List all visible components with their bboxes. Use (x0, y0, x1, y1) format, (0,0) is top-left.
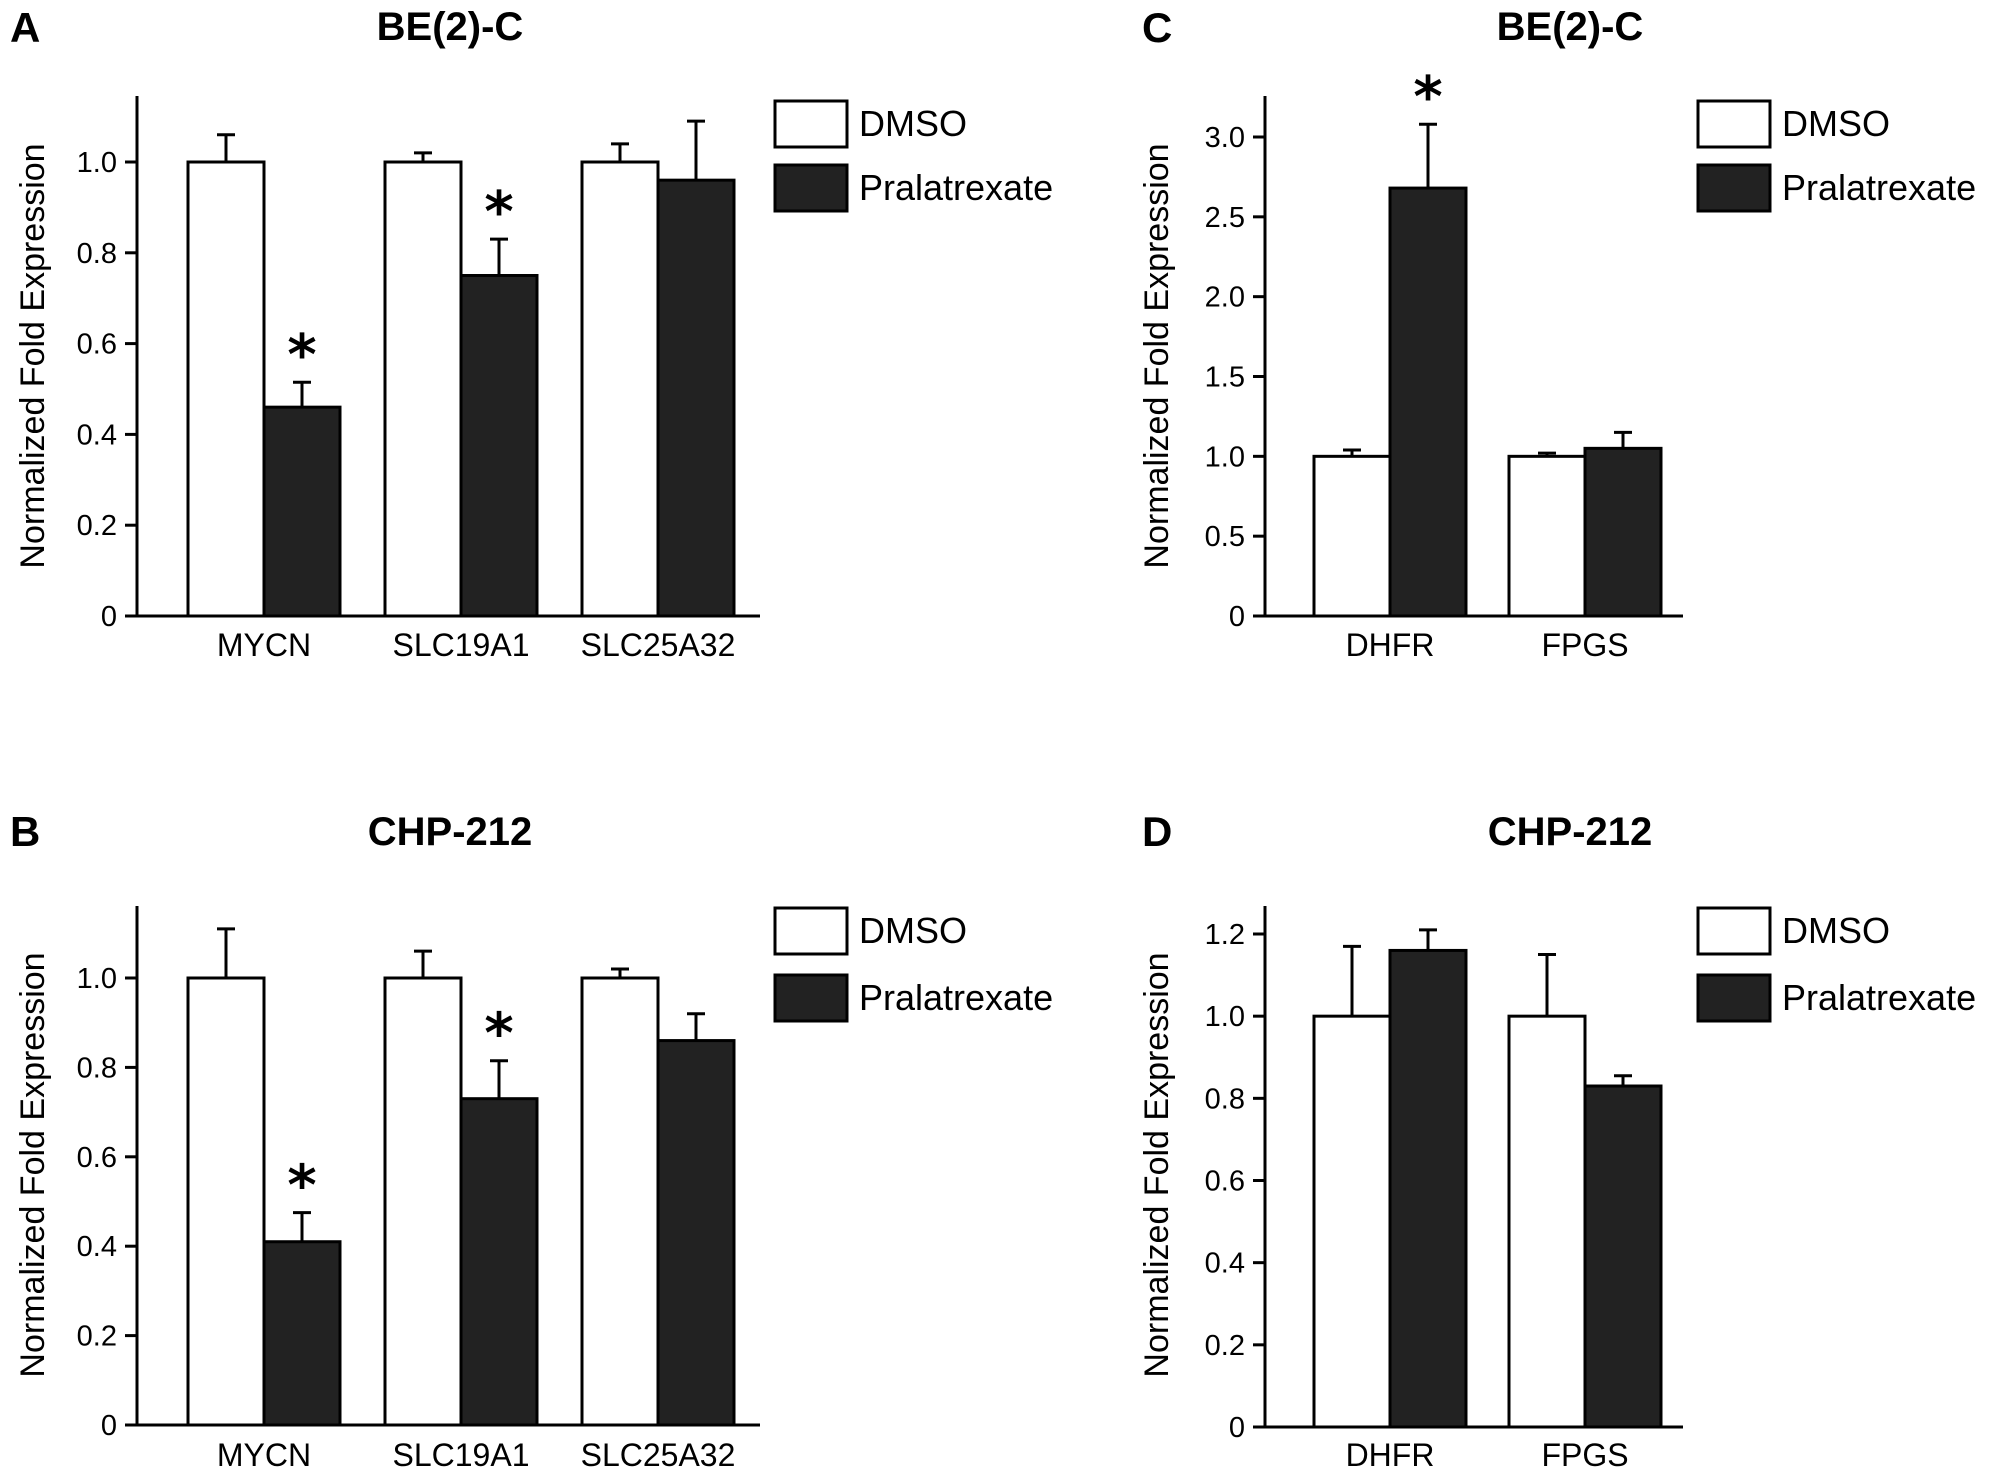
y-tick-label: 1.0 (1205, 441, 1245, 473)
legend-label-dmso: DMSO (859, 103, 967, 144)
y-tick-label: 0.4 (1205, 1248, 1245, 1280)
legend: DMSO Pralatrexate (1696, 99, 1976, 213)
category-label: SLC19A1 (393, 1437, 530, 1473)
y-tick-label: 0.6 (77, 1142, 117, 1174)
panel-letter: D (1142, 808, 1172, 855)
y-tick-label: 0.4 (77, 419, 117, 451)
category-label: DHFR (1346, 627, 1435, 663)
bar-dmso-dhfr (1312, 1014, 1392, 1429)
legend-swatch-dmso (773, 906, 849, 956)
y-tick-label: 0 (1229, 1412, 1245, 1444)
bar-dmso-mycn (186, 976, 266, 1427)
legend-label-pralatrexate: Pralatrexate (859, 167, 1053, 208)
bar-pralatrexate-slc25a32 (656, 1039, 736, 1427)
y-axis-label: Normalized Fold Expression (14, 143, 52, 568)
y-tick-label: 0.6 (77, 329, 117, 361)
panel-a: A BE(2)-C 0 0.2 0.4 0.6 0.8 1.0 Normalized Fold … (10, 4, 1053, 663)
panel-c: C BE(2)-C 0 0.5 1.0 1.5 2.0 2.5 3.0 Normalized Fo… (1138, 4, 1976, 663)
bar-dmso-fpgs (1507, 1014, 1587, 1429)
y-axis-label: Normalized Fold Expression (1138, 143, 1176, 568)
significance-star: * (484, 1002, 513, 1067)
category-label: SLC25A32 (581, 1437, 736, 1473)
category-label: MYCN (217, 627, 311, 663)
y-tick-label: 3.0 (1205, 122, 1245, 154)
bar-pralatrexate-slc19a1 (459, 1097, 539, 1427)
y-tick-label: 0.8 (77, 238, 117, 270)
panel-title: BE(2)-C (377, 5, 524, 49)
bar-dmso-slc19a1 (383, 976, 463, 1427)
panel-letter: A (10, 4, 40, 51)
legend-swatch-pralatrexate (773, 973, 849, 1023)
y-tick-label: 0.8 (1205, 1083, 1245, 1115)
panel-title: CHP-212 (1488, 810, 1653, 854)
legend-swatch-pralatrexate (1696, 973, 1772, 1023)
legend-swatch-pralatrexate (773, 163, 849, 213)
legend: DMSO Pralatrexate (773, 99, 1053, 213)
significance-star: * (484, 180, 513, 245)
panel-title: BE(2)-C (1497, 5, 1644, 49)
legend-label-dmso: DMSO (1782, 910, 1890, 951)
legend-swatch-pralatrexate (1696, 163, 1772, 213)
panel-b: B CHP-212 0 0.2 0.4 0.6 0.8 1.0 Normalized Fold … (10, 808, 1053, 1473)
y-tick-label: 0.6 (1205, 1166, 1245, 1198)
legend-label-pralatrexate: Pralatrexate (859, 977, 1053, 1018)
y-tick-label: 0.8 (77, 1052, 117, 1084)
category-label: SLC19A1 (393, 627, 530, 663)
panel-letter: C (1142, 4, 1172, 51)
y-tick-label: 0 (1229, 601, 1245, 633)
bar-dmso-fpgs (1507, 454, 1587, 618)
category-label: FPGS (1541, 627, 1628, 663)
panel-letter: B (10, 808, 40, 855)
bar-dmso-slc25a32 (580, 160, 660, 618)
bar-pralatrexate-slc19a1 (459, 274, 539, 618)
bar-pralatrexate-mycn (262, 1240, 342, 1427)
y-axis-label: Normalized Fold Expression (1138, 952, 1176, 1377)
significance-star: * (287, 323, 316, 388)
legend-label-pralatrexate: Pralatrexate (1782, 167, 1976, 208)
y-tick-label: 0.5 (1205, 521, 1245, 553)
y-axis-label: Normalized Fold Expression (14, 952, 52, 1377)
legend-label-dmso: DMSO (859, 910, 967, 951)
y-tick-label: 0.4 (77, 1231, 117, 1263)
bar-pralatrexate-slc25a32 (656, 178, 736, 618)
legend-swatch-dmso (1696, 99, 1772, 149)
bar-pralatrexate-dhfr (1388, 186, 1468, 618)
y-tick-label: 1.2 (1205, 919, 1245, 951)
bar-dmso-mycn (186, 160, 266, 618)
y-tick-label: 1.0 (77, 963, 117, 995)
panel-d: D CHP-212 0 0.2 0.4 0.6 0.8 1.0 1.2 Normalized Fo… (1138, 808, 1976, 1473)
y-tick-label: 2.5 (1205, 202, 1245, 234)
legend: DMSO Pralatrexate (1696, 906, 1976, 1023)
significance-star: * (1413, 65, 1442, 130)
bar-pralatrexate-fpgs (1583, 1084, 1663, 1429)
bar-pralatrexate-fpgs (1583, 446, 1663, 618)
legend-swatch-dmso (773, 99, 849, 149)
y-tick-label: 2.0 (1205, 282, 1245, 314)
category-label: MYCN (217, 1437, 311, 1473)
y-tick-label: 0 (101, 1410, 117, 1442)
y-tick-label: 0.2 (77, 510, 117, 542)
bar-dmso-dhfr (1312, 454, 1392, 618)
y-tick-label: 0.2 (1205, 1330, 1245, 1362)
y-tick-label: 1.0 (1205, 1001, 1245, 1033)
y-tick-label: 1.5 (1205, 362, 1245, 394)
significance-star: * (287, 1154, 316, 1219)
bar-dmso-slc19a1 (383, 160, 463, 618)
bar-pralatrexate-dhfr (1388, 948, 1468, 1429)
legend-label-dmso: DMSO (1782, 103, 1890, 144)
bar-pralatrexate-mycn (262, 405, 342, 618)
panel-title: CHP-212 (368, 810, 533, 854)
y-tick-label: 1.0 (77, 147, 117, 179)
legend: DMSO Pralatrexate (773, 906, 1053, 1023)
legend-swatch-dmso (1696, 906, 1772, 956)
category-label: DHFR (1346, 1437, 1435, 1473)
y-tick-label: 0.2 (77, 1321, 117, 1353)
legend-label-pralatrexate: Pralatrexate (1782, 977, 1976, 1018)
category-label: FPGS (1541, 1437, 1628, 1473)
category-label: SLC25A32 (581, 627, 736, 663)
bar-dmso-slc25a32 (580, 976, 660, 1427)
y-tick-label: 0 (101, 601, 117, 633)
